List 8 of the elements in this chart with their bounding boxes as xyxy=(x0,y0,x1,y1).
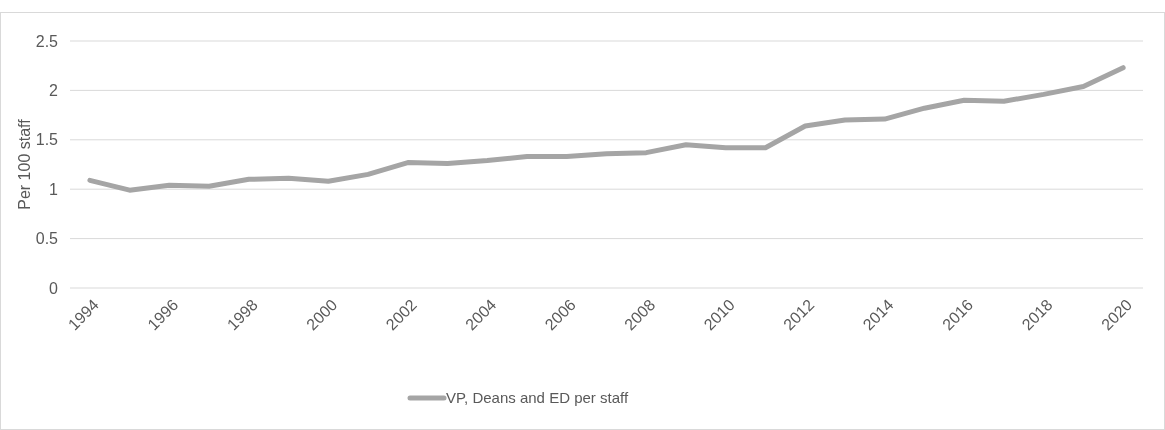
y-tick-label: 1 xyxy=(49,180,59,198)
y-tick-label: 0 xyxy=(49,279,59,297)
y-tick-label: 2 xyxy=(49,82,59,99)
y-tick-label: 1.5 xyxy=(35,131,59,149)
y-tick-label: 2.5 xyxy=(35,32,59,50)
y-tick-label: 0.5 xyxy=(35,230,59,248)
legend-label: VP, Deans and ED per staff xyxy=(446,389,629,407)
y-axis-title: Per 100 staff xyxy=(16,118,33,210)
